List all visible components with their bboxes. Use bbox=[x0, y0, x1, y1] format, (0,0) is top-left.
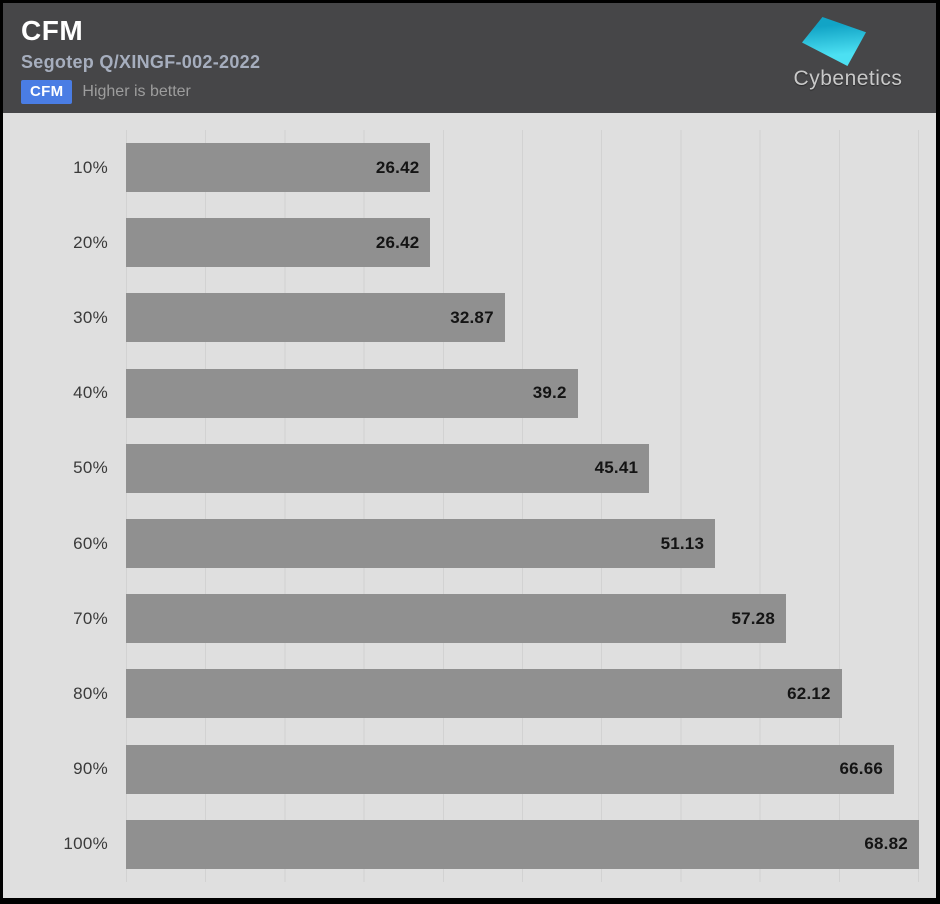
bar: 62.12 bbox=[126, 669, 842, 719]
badge-row: CFM Higher is better bbox=[21, 79, 936, 104]
bar: 66.66 bbox=[126, 744, 895, 794]
bar-row: 20% 26.42 bbox=[3, 205, 936, 280]
bar-value-label: 39.2 bbox=[532, 383, 567, 403]
bar-row: 100% 68.82 bbox=[3, 807, 936, 882]
bar-chart: 10% 26.42 20% 26.42 30% 32.87 40% 39.2 50% 45.41 6… bbox=[3, 130, 936, 882]
category-label: 90% bbox=[73, 759, 108, 779]
category-label: 30% bbox=[73, 307, 108, 327]
metric-badge: CFM bbox=[21, 79, 73, 104]
bar-value-label: 26.42 bbox=[375, 157, 420, 177]
bar-row: 80% 62.12 bbox=[3, 656, 936, 731]
bar-value-label: 45.41 bbox=[594, 458, 639, 478]
bar-track: 57.28 bbox=[126, 594, 936, 644]
bar-value-label: 66.66 bbox=[839, 759, 884, 779]
bar-track: 26.42 bbox=[126, 218, 936, 268]
bar-track: 39.2 bbox=[126, 368, 936, 418]
bar-track: 45.41 bbox=[126, 443, 936, 493]
bar-track: 66.66 bbox=[126, 744, 936, 794]
bar-row: 10% 26.42 bbox=[3, 130, 936, 205]
bar-row: 90% 66.66 bbox=[3, 732, 936, 807]
bar-row: 30% 32.87 bbox=[3, 280, 936, 355]
bar: 26.42 bbox=[126, 143, 431, 193]
category-label: 100% bbox=[63, 834, 108, 854]
cybenetics-logo-text: Cybenetics bbox=[793, 67, 903, 90]
bar: 32.87 bbox=[126, 293, 505, 343]
bar: 26.42 bbox=[126, 218, 431, 268]
bar-row: 50% 45.41 bbox=[3, 431, 936, 506]
header: CFM Segotep Q/XINGF-002-2022 CFM Higher … bbox=[3, 3, 936, 113]
bar-value-label: 68.82 bbox=[864, 834, 908, 854]
bar-value-label: 51.13 bbox=[660, 533, 705, 553]
cybenetics-logo: Cybenetics bbox=[788, 17, 908, 91]
cybenetics-logo-icon bbox=[802, 17, 866, 66]
bar: 45.41 bbox=[126, 443, 650, 493]
bar: 39.2 bbox=[126, 368, 578, 418]
bar-value-label: 62.12 bbox=[787, 683, 831, 703]
bar-row: 60% 51.13 bbox=[3, 506, 936, 581]
bar-track: 68.82 bbox=[126, 819, 936, 869]
bar-track: 62.12 bbox=[126, 669, 936, 719]
bar-track: 26.42 bbox=[126, 143, 936, 193]
bar-row: 70% 57.28 bbox=[3, 581, 936, 656]
subtitle: Segotep Q/XINGF-002-2022 bbox=[21, 51, 261, 72]
bar: 51.13 bbox=[126, 519, 716, 569]
category-label: 80% bbox=[73, 683, 108, 703]
bar-value-label: 57.28 bbox=[731, 608, 775, 628]
category-label: 60% bbox=[73, 533, 108, 553]
bar-row: 40% 39.2 bbox=[3, 356, 936, 431]
bar-value-label: 26.42 bbox=[375, 232, 420, 252]
bar: 57.28 bbox=[126, 594, 786, 644]
category-label: 50% bbox=[73, 458, 108, 478]
bar: 68.82 bbox=[126, 819, 919, 869]
category-label: 40% bbox=[73, 383, 108, 403]
page-title: CFM bbox=[21, 15, 84, 46]
category-label: 70% bbox=[73, 608, 108, 628]
category-label: 20% bbox=[73, 232, 108, 252]
bar-rows: 10% 26.42 20% 26.42 30% 32.87 40% 39.2 50% 45.41 6… bbox=[3, 130, 936, 882]
bar-value-label: 32.87 bbox=[450, 307, 494, 327]
category-label: 10% bbox=[73, 157, 108, 177]
bar-track: 51.13 bbox=[126, 519, 936, 569]
higher-is-better-note: Higher is better bbox=[82, 82, 191, 100]
bar-track: 32.87 bbox=[126, 293, 936, 343]
